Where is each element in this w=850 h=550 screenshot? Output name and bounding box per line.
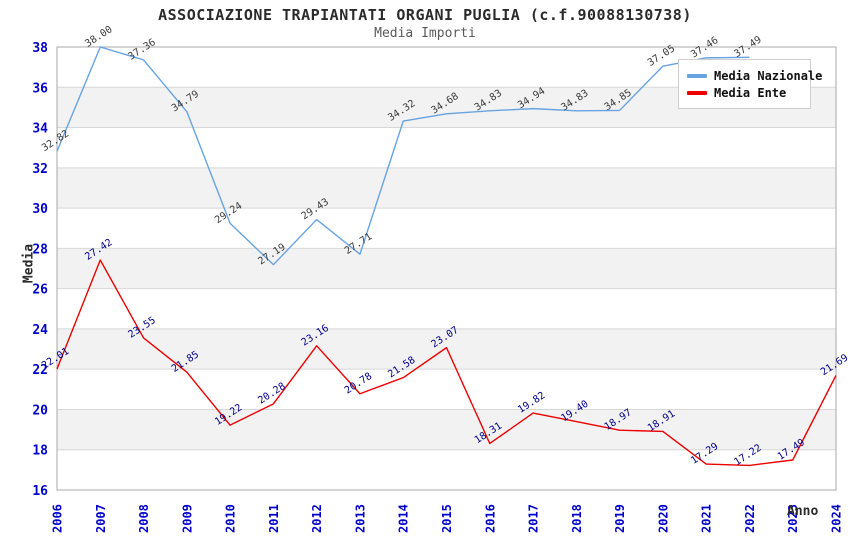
y-tick-label: 18 — [32, 444, 48, 459]
plot-band — [57, 167, 836, 209]
plot-band — [57, 449, 836, 490]
x-tick-label: 2023 — [786, 504, 800, 533]
y-tick-label: 28 — [32, 242, 48, 257]
x-axis-title: Anno — [787, 504, 819, 519]
y-tick-label: 30 — [32, 202, 48, 217]
plot-band — [57, 248, 836, 289]
y-tick-label: 32 — [32, 162, 48, 177]
y-tick-label: 38 — [32, 41, 48, 56]
legend-label: Media Nazionale — [714, 68, 823, 83]
x-tick-label: 2008 — [137, 504, 151, 533]
plot-border — [56, 46, 837, 491]
chart-legend: Media Nazionale Media Ente — [678, 59, 822, 109]
y-tick-label: 16 — [32, 484, 48, 499]
y-tick-label: 20 — [32, 403, 48, 418]
legend-item-media-nazionale: Media Nazionale — [687, 68, 822, 83]
x-tick-label: 2018 — [570, 504, 584, 533]
x-tick-label: 2014 — [397, 504, 411, 533]
x-tick-label: 2016 — [483, 504, 497, 533]
y-tick-label: 34 — [32, 122, 48, 137]
legend-item-media-ente: Media Ente — [687, 85, 802, 100]
legend-line-swatch-blue-icon — [687, 73, 707, 78]
y-tick-label: 26 — [32, 283, 48, 298]
y-axis-title: Media — [21, 243, 37, 284]
legend-label: Media Ente — [714, 85, 787, 100]
x-tick-label: 2006 — [51, 504, 65, 533]
x-tick-label: 2017 — [527, 504, 541, 533]
x-tick-label: 2010 — [224, 504, 238, 533]
plot-band — [57, 369, 836, 410]
x-tick-label: 2007 — [94, 504, 108, 533]
plot-band — [57, 208, 836, 249]
x-tick-label: 2013 — [353, 504, 367, 533]
chart-subtitle: Media Importi — [374, 26, 476, 41]
y-tick-label: 36 — [32, 81, 48, 96]
plot-band — [57, 409, 836, 450]
x-tick-label: 2019 — [613, 504, 627, 533]
x-tick-label: 2022 — [743, 504, 757, 533]
x-tick-label: 2021 — [700, 504, 714, 533]
x-tick-label: 2015 — [440, 504, 454, 533]
legend-line-swatch-red-icon — [687, 90, 707, 95]
x-tick-label: 2012 — [310, 504, 324, 533]
page-title: ASSOCIAZIONE TRAPIANTATI ORGANI PUGLIA (… — [158, 6, 692, 24]
x-tick-label: 2024 — [830, 504, 844, 533]
plot-band — [57, 288, 836, 329]
x-tick-label: 2020 — [656, 504, 670, 533]
series-line-media-nazionale — [56, 46, 750, 266]
plot-band — [57, 127, 836, 168]
x-tick-label: 2011 — [267, 504, 281, 533]
y-tick-label: 24 — [32, 323, 48, 338]
x-tick-label: 2009 — [180, 504, 194, 533]
y-tick-label: 22 — [32, 363, 48, 378]
series-line-media-ente — [56, 259, 837, 467]
